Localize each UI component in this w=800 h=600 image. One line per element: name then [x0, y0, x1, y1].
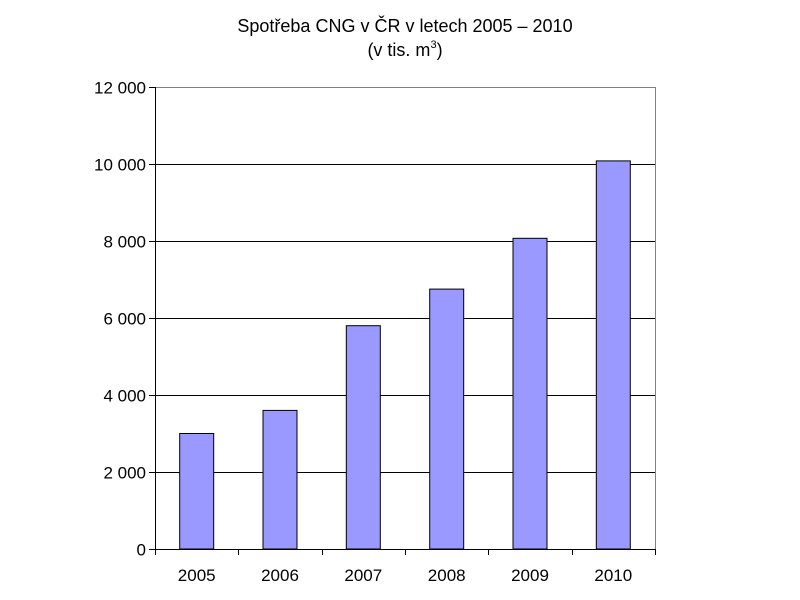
- bar-2010: [595, 160, 631, 550]
- chart-subtitle: (v tis. m3): [367, 39, 442, 60]
- y-axis-ticks: 0 2 000 4 000 6 000 8 000 10 000 12 000: [94, 79, 155, 560]
- x-tick-label-2006: 2006: [261, 566, 299, 585]
- y-tick-label-6: 12 000: [94, 79, 146, 98]
- chart-subtitle-text: (v tis. m: [367, 40, 430, 60]
- x-tick-label-2007: 2007: [344, 566, 382, 585]
- y-tick-label-5: 10 000: [94, 156, 146, 175]
- bar-2007: [345, 325, 381, 550]
- chart-subtitle-superscript: 3: [430, 39, 436, 51]
- x-tick-label-2008: 2008: [428, 566, 466, 585]
- bar-2006: [262, 409, 298, 550]
- y-tick-label-0: 0: [137, 541, 146, 560]
- x-axis-ticks: 2005 2006 2007 2008 2009 2010: [155, 549, 656, 585]
- x-tick-label-2010: 2010: [594, 566, 632, 585]
- bar-2005: [179, 433, 215, 550]
- axes: [155, 87, 656, 555]
- x-tick-label-2005: 2005: [178, 566, 216, 585]
- y-tick-label-2: 4 000: [103, 387, 146, 406]
- bars: [179, 160, 631, 550]
- chart-subtitle-close: ): [437, 40, 443, 60]
- y-tick-label-1: 2 000: [103, 464, 146, 483]
- bar-2009: [512, 237, 548, 550]
- x-tick-label-2009: 2009: [511, 566, 549, 585]
- grid-lines: [155, 87, 655, 473]
- y-tick-label-3: 6 000: [103, 310, 146, 329]
- chart-title: Spotřeba CNG v ČR v letech 2005 – 2010: [237, 15, 572, 36]
- y-tick-label-4: 8 000: [103, 233, 146, 252]
- bar-2008: [429, 288, 465, 550]
